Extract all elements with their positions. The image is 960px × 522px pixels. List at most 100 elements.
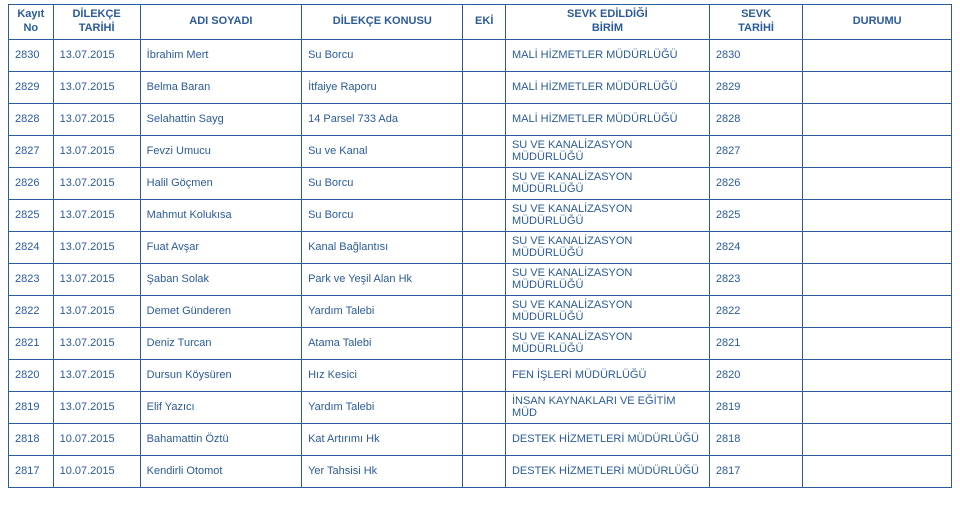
cell-kayit: 2827	[9, 135, 54, 167]
table-row: 282913.07.2015Belma Baranİtfaiye Raporu M…	[9, 71, 952, 103]
cell-adiSoyadi: Halil Göçmen	[140, 167, 301, 199]
cell-adiSoyadi: Selahattin Sayg	[140, 103, 301, 135]
cell-sevkTarihi: 2828	[709, 103, 802, 135]
cell-adiSoyadi: Demet Günderen	[140, 295, 301, 327]
cell-durumu	[803, 327, 952, 359]
cell-sevkBirim: FEN İŞLERİ MÜDÜRLÜĞÜ	[505, 359, 709, 391]
cell-durumu	[803, 135, 952, 167]
cell-durumu	[803, 455, 952, 487]
cell-dilekceKonusu: Su Borcu	[302, 167, 463, 199]
cell-dilekceTarihi: 13.07.2015	[53, 71, 140, 103]
header-sevk-birim: SEVK EDİLDİĞİBİRİM	[505, 5, 709, 40]
cell-adiSoyadi: İbrahim Mert	[140, 39, 301, 71]
cell-dilekceKonusu: Yardım Talebi	[302, 295, 463, 327]
cell-durumu	[803, 39, 952, 71]
cell-sevkBirim: SU VE KANALİZASYON MÜDÜRLÜĞÜ	[505, 231, 709, 263]
cell-adiSoyadi: Dursun Köysüren	[140, 359, 301, 391]
cell-dilekceKonusu: Hız Kesici	[302, 359, 463, 391]
cell-dilekceTarihi: 13.07.2015	[53, 359, 140, 391]
cell-sevkBirim: SU VE KANALİZASYON MÜDÜRLÜĞÜ	[505, 199, 709, 231]
table-row: 282513.07.2015Mahmut KolukısaSu BorcuSU …	[9, 199, 952, 231]
cell-durumu	[803, 199, 952, 231]
cell-adiSoyadi: Belma Baran	[140, 71, 301, 103]
cell-adiSoyadi: Bahamattin Öztü	[140, 423, 301, 455]
header-dilekce-konusu: DİLEKÇE KONUSU	[302, 5, 463, 40]
cell-dilekceKonusu: Su Borcu	[302, 39, 463, 71]
table-row: 282813.07.2015Selahattin Sayg14 Parsel 7…	[9, 103, 952, 135]
table-row: 282213.07.2015Demet GünderenYardım Taleb…	[9, 295, 952, 327]
cell-adiSoyadi: Fuat Avşar	[140, 231, 301, 263]
cell-sevkTarihi: 2822	[709, 295, 802, 327]
cell-sevkBirim: DESTEK HİZMETLERİ MÜDÜRLÜĞÜ	[505, 423, 709, 455]
header-kayit-no: KayıtNo	[9, 5, 54, 40]
cell-eki	[463, 199, 505, 231]
cell-eki	[463, 167, 505, 199]
cell-sevkBirim: SU VE KANALİZASYON MÜDÜRLÜĞÜ	[505, 327, 709, 359]
table-header: KayıtNo DİLEKÇETARİHİ ADI SOYADI DİLEKÇE…	[9, 5, 952, 40]
cell-dilekceKonusu: İtfaiye Raporu	[302, 71, 463, 103]
cell-dilekceTarihi: 13.07.2015	[53, 167, 140, 199]
cell-sevkBirim: MALİ HİZMETLER MÜDÜRLÜĞÜ	[505, 71, 709, 103]
header-adi-soyadi: ADI SOYADI	[140, 5, 301, 40]
cell-sevkTarihi: 2823	[709, 263, 802, 295]
cell-sevkTarihi: 2825	[709, 199, 802, 231]
cell-sevkTarihi: 2817	[709, 455, 802, 487]
table-row: 281810.07.2015Bahamattin ÖztüKat Artırım…	[9, 423, 952, 455]
cell-dilekceKonusu: Park ve Yeşil Alan Hk	[302, 263, 463, 295]
cell-eki	[463, 263, 505, 295]
cell-kayit: 2822	[9, 295, 54, 327]
cell-sevkBirim: İNSAN KAYNAKLARI VE EĞİTİM MÜD	[505, 391, 709, 423]
cell-sevkTarihi: 2824	[709, 231, 802, 263]
cell-eki	[463, 327, 505, 359]
cell-kayit: 2828	[9, 103, 54, 135]
cell-dilekceKonusu: Su Borcu	[302, 199, 463, 231]
cell-sevkTarihi: 2819	[709, 391, 802, 423]
cell-dilekceTarihi: 13.07.2015	[53, 231, 140, 263]
cell-dilekceKonusu: Yer Tahsisi Hk	[302, 455, 463, 487]
cell-durumu	[803, 103, 952, 135]
cell-durumu	[803, 71, 952, 103]
cell-eki	[463, 455, 505, 487]
cell-eki	[463, 103, 505, 135]
cell-durumu	[803, 423, 952, 455]
cell-kayit: 2829	[9, 71, 54, 103]
cell-adiSoyadi: Kendirli Otomot	[140, 455, 301, 487]
cell-eki	[463, 423, 505, 455]
cell-durumu	[803, 231, 952, 263]
header-durumu: DURUMU	[803, 5, 952, 40]
cell-durumu	[803, 167, 952, 199]
cell-kayit: 2823	[9, 263, 54, 295]
cell-eki	[463, 71, 505, 103]
cell-sevkTarihi: 2830	[709, 39, 802, 71]
cell-sevkBirim: SU VE KANALİZASYON MÜDÜRLÜĞÜ	[505, 295, 709, 327]
cell-dilekceTarihi: 13.07.2015	[53, 39, 140, 71]
cell-sevkBirim: MALİ HİZMETLER MÜDÜRLÜĞÜ	[505, 103, 709, 135]
cell-kayit: 2817	[9, 455, 54, 487]
cell-dilekceKonusu: Atama Talebi	[302, 327, 463, 359]
cell-dilekceTarihi: 13.07.2015	[53, 263, 140, 295]
table-body: 283013.07.2015İbrahim MertSu BorcuMALİ H…	[9, 39, 952, 487]
cell-dilekceKonusu: Kat Artırımı Hk	[302, 423, 463, 455]
cell-sevkBirim: SU VE KANALİZASYON MÜDÜRLÜĞÜ	[505, 135, 709, 167]
cell-adiSoyadi: Deniz Turcan	[140, 327, 301, 359]
table-row: 282013.07.2015Dursun KöysürenHız KesiciF…	[9, 359, 952, 391]
cell-dilekceKonusu: Kanal Bağlantısı	[302, 231, 463, 263]
cell-eki	[463, 391, 505, 423]
table-row: 2824 13.07.2015Fuat AvşarKanal Bağlantısı…	[9, 231, 952, 263]
cell-dilekceTarihi: 10.07.2015	[53, 423, 140, 455]
header-row: KayıtNo DİLEKÇETARİHİ ADI SOYADI DİLEKÇE…	[9, 5, 952, 40]
cell-adiSoyadi: Fevzi Umucu	[140, 135, 301, 167]
cell-sevkTarihi: 2826	[709, 167, 802, 199]
cell-kayit: 2820	[9, 359, 54, 391]
table-row: 281913.07.2015Elif YazıcıYardım TalebiİN…	[9, 391, 952, 423]
cell-sevkBirim: DESTEK HİZMETLERİ MÜDÜRLÜĞÜ	[505, 455, 709, 487]
cell-eki	[463, 231, 505, 263]
table-row: 281710.07.2015Kendirli OtomotYer Tahsisi…	[9, 455, 952, 487]
cell-sevkBirim: SU VE KANALİZASYON MÜDÜRLÜĞÜ	[505, 167, 709, 199]
cell-durumu	[803, 359, 952, 391]
cell-sevkTarihi: 2821	[709, 327, 802, 359]
cell-sevkTarihi: 2820	[709, 359, 802, 391]
cell-kayit: 2818	[9, 423, 54, 455]
cell-sevkTarihi: 2827	[709, 135, 802, 167]
cell-sevkBirim: SU VE KANALİZASYON MÜDÜRLÜĞÜ	[505, 263, 709, 295]
